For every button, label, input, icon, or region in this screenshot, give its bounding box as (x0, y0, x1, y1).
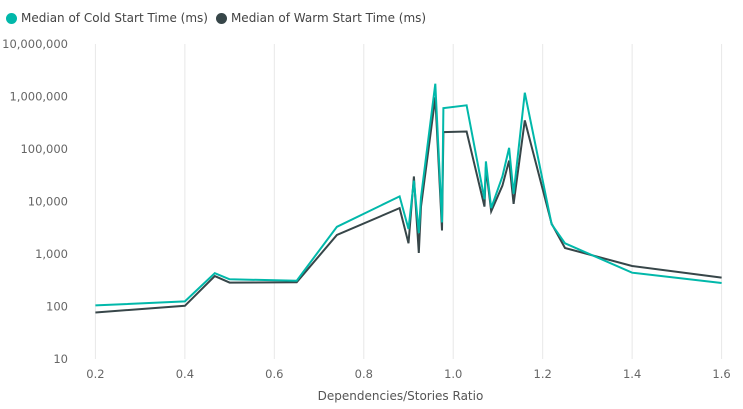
y-axis-ticks: 10 100 1,000 10,000 100,000 1,000,000 10,000,0… (2, 37, 68, 366)
y-tick-label: 100,000 (20, 142, 68, 156)
legend-marker-cold (6, 12, 17, 24)
series-line-warm-start[interactable] (95, 97, 722, 314)
x-tick-label: 1.6 (712, 367, 730, 381)
y-tick-label: 1,000,000 (9, 90, 68, 104)
legend: Median of Cold Start Time (ms) Median of… (6, 9, 434, 27)
series-line-cold-start[interactable] (95, 83, 722, 307)
legend-label-cold: Median of Cold Start Time (ms) (21, 11, 208, 25)
x-tick-label: 1.4 (623, 367, 641, 381)
legend-item-cold[interactable]: Median of Cold Start Time (ms) (6, 11, 208, 25)
y-tick-label: 100 (46, 300, 68, 314)
legend-label-warm: Median of Warm Start Time (ms) (230, 11, 427, 25)
x-tick-label: 1.0 (444, 367, 462, 381)
x-tick-label: 0.8 (355, 367, 373, 381)
x-axis-ticks: 0.2 0.4 0.6 0.8 1.0 1.2 1.4 1.6 (86, 367, 730, 381)
x-tick-label: 0.6 (265, 367, 283, 381)
legend-item-warm[interactable]: Median of Warm Start Time (ms) (215, 11, 427, 25)
x-axis-title: Dependencies/Stories Ratio (318, 389, 484, 403)
y-tick-label: 10 (53, 352, 68, 366)
gridlines (94, 44, 723, 359)
x-tick-label: 1.2 (534, 367, 552, 381)
y-tick-label: 1,000 (35, 247, 68, 261)
x-tick-label: 0.2 (86, 367, 104, 381)
y-tick-label: 10,000 (28, 195, 68, 209)
x-tick-label: 0.4 (176, 367, 194, 381)
legend-marker-warm (215, 12, 227, 24)
series-lines (95, 83, 722, 314)
y-tick-label: 10,000,000 (2, 37, 68, 51)
